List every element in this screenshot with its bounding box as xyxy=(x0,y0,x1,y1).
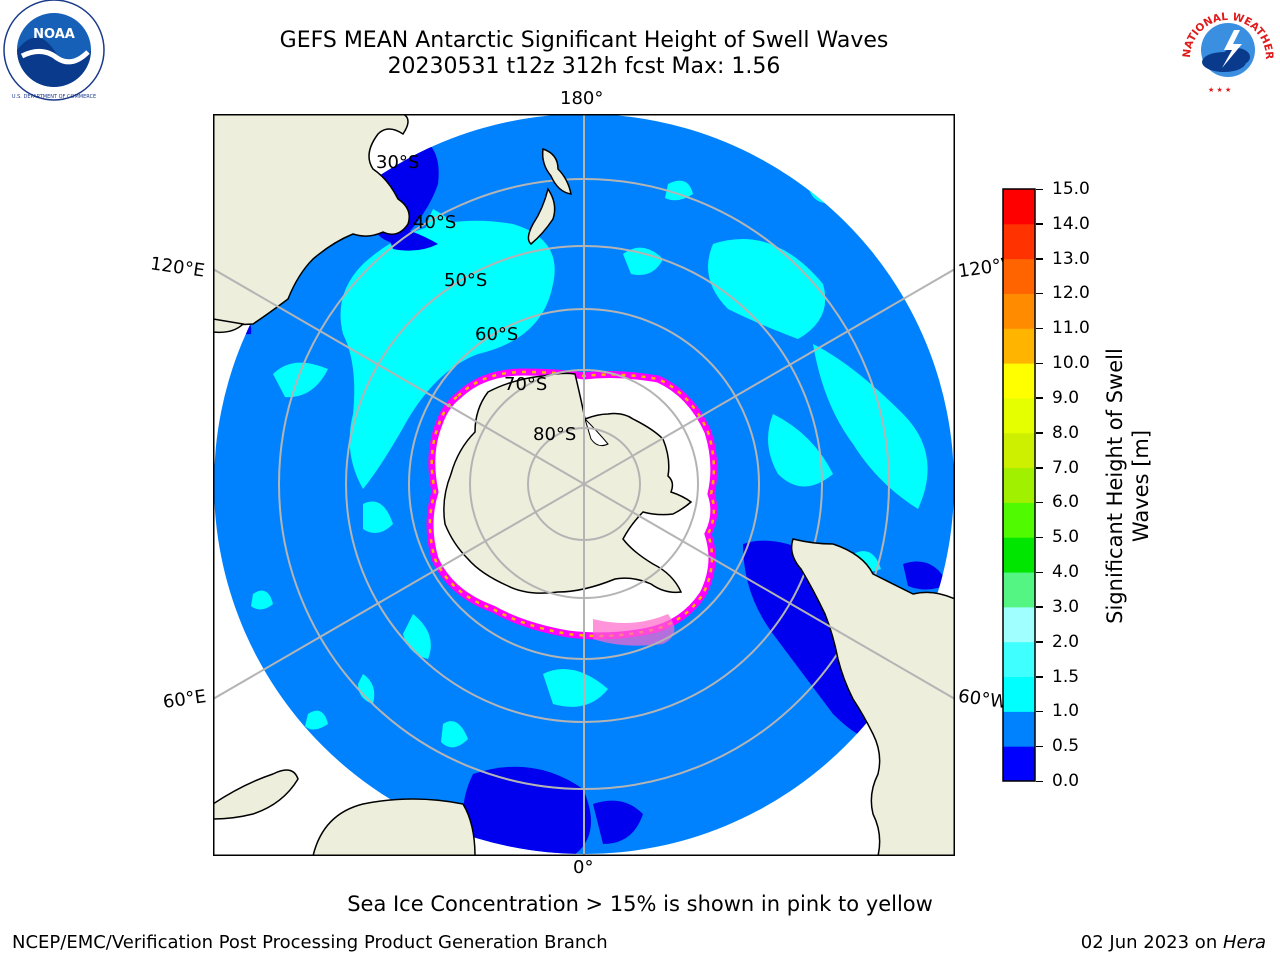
graticule-meridians xyxy=(214,115,954,855)
colorbar-tick-label: 9.0 xyxy=(1052,387,1080,408)
lat-label-40s: 40°S xyxy=(413,212,457,233)
colorbar-tick-label: 7.0 xyxy=(1052,457,1080,478)
south-america xyxy=(790,538,954,855)
colorbar-tick-label: 8.0 xyxy=(1052,422,1080,443)
lat-label-80s: 80°S xyxy=(533,424,577,445)
footer-right: 02 Jun 2023 on Hera xyxy=(1081,932,1266,954)
colorbar-tick-label: 5.0 xyxy=(1052,527,1080,548)
colorbar-tick-mark xyxy=(1036,188,1043,190)
noaa-logo-text: NOAA xyxy=(33,27,75,42)
colorbar-segment xyxy=(1003,328,1035,364)
colorbar-segment xyxy=(1003,397,1035,434)
lat-label-60s: 60°S xyxy=(475,324,519,345)
lon-label-bottom: 0° xyxy=(573,857,594,878)
colorbar-tick-mark xyxy=(1036,536,1043,539)
colorbar-tick-label: 12.0 xyxy=(1052,283,1090,304)
colorbar-tick-label: 10.0 xyxy=(1052,353,1090,374)
nws-logo: NATIONAL WEATHER SERVICE ★ ★ ★ xyxy=(1178,0,1276,98)
colorbar-segment xyxy=(1003,746,1035,782)
colorbar-tick-mark xyxy=(1036,641,1043,643)
continents xyxy=(214,115,954,855)
colorbar-tick-label: 2.0 xyxy=(1052,631,1080,652)
colorbar-tick-mark xyxy=(1036,327,1043,330)
lat-label-30s: 30°S xyxy=(376,152,420,173)
colorbar-tick-label: 0.0 xyxy=(1052,771,1080,791)
colorbar-segment xyxy=(1003,363,1035,399)
africa xyxy=(312,798,476,855)
colorbar-segment xyxy=(1003,606,1035,643)
colorbar-tick-mark xyxy=(1036,780,1043,782)
colorbar-tick-label: 15.0 xyxy=(1052,179,1090,199)
colorbar-tick-label: 3.0 xyxy=(1052,596,1080,617)
sea-ice-edge-yellow xyxy=(428,370,716,638)
colorbar-tick-mark xyxy=(1036,432,1043,434)
colorbar-tick-label: 14.0 xyxy=(1052,213,1090,234)
colorbar-tick-mark xyxy=(1036,710,1043,713)
antarctica-landmass xyxy=(443,372,693,594)
colorbar-tick-mark xyxy=(1036,467,1043,469)
colorbar-segment xyxy=(1003,432,1035,469)
colorbar-tick-mark xyxy=(1036,397,1043,399)
colorbar-tick-label: 6.0 xyxy=(1052,492,1080,513)
colorbar-segment xyxy=(1003,467,1035,503)
colorbar-tick-mark xyxy=(1036,676,1043,678)
colorbar xyxy=(1002,188,1036,782)
svg-text:★ ★ ★: ★ ★ ★ xyxy=(1208,86,1231,94)
colorbar-tick-mark xyxy=(1036,362,1043,365)
colorbar-tick-mark xyxy=(1036,223,1043,225)
footer-host: Hera xyxy=(1222,932,1266,953)
noaa-logo: NOAA U.S. DEPARTMENT OF COMMERCE xyxy=(3,0,105,101)
colorbar-segment xyxy=(1003,502,1035,538)
colorbar-segment xyxy=(1003,258,1035,294)
colorbar-tick-label: 4.0 xyxy=(1052,562,1080,583)
colorbar-label: Significant Height of Swell Waves [m] xyxy=(1102,336,1162,636)
australia xyxy=(214,115,410,327)
swell-high-patches xyxy=(251,174,928,748)
colorbar-tick-mark xyxy=(1036,258,1043,260)
new-zealand-south xyxy=(527,187,556,245)
colorbar-tick-label: 0.5 xyxy=(1052,736,1080,757)
lat-label-50s: 50°S xyxy=(444,270,488,291)
lon-label-upper-left: 120°E xyxy=(148,253,206,282)
map-panel xyxy=(213,114,955,856)
polar-map xyxy=(213,114,955,856)
colorbar-tick-mark xyxy=(1036,606,1043,608)
svg-text:U.S. DEPARTMENT OF COMMERCE: U.S. DEPARTMENT OF COMMERCE xyxy=(12,94,96,100)
map-frame xyxy=(213,114,955,856)
new-zealand-north xyxy=(541,148,572,195)
chart-title-line2: 20230531 t12z 312h fcst Max: 1.56 xyxy=(387,54,781,79)
chart-title-line1: GEFS MEAN Antarctic Significant Height o… xyxy=(279,28,889,53)
colorbar-tick-label: 13.0 xyxy=(1052,248,1090,269)
lon-label-lower-left: 60°E xyxy=(161,686,208,713)
colorbar-segment xyxy=(1003,711,1035,747)
sea-ice-edge-band xyxy=(593,614,675,646)
colorbar-tick-mark xyxy=(1036,501,1043,504)
colorbar-segment xyxy=(1003,293,1035,329)
footer-left: NCEP/EMC/Verification Post Processing Pr… xyxy=(12,932,608,953)
colorbar-tick-label: 1.0 xyxy=(1052,701,1080,722)
colorbar-label-line2: Waves [m] xyxy=(1129,429,1153,543)
colorbar-tick-mark xyxy=(1036,292,1043,295)
madagascar xyxy=(214,769,299,820)
colorbar-segment xyxy=(1003,189,1035,225)
colorbar-tick-label: 1.5 xyxy=(1052,666,1080,687)
colorbar-frame xyxy=(1002,188,1036,782)
colorbar-label-line1: Significant Height of Swell xyxy=(1103,348,1127,624)
colorbar-segment xyxy=(1003,676,1035,712)
colorbar-segment xyxy=(1003,223,1035,260)
sea-ice-note: Sea Ice Concentration > 15% is shown in … xyxy=(347,892,933,916)
lon-label-top: 180° xyxy=(560,88,604,109)
colorbar-segment xyxy=(1003,641,1035,678)
colorbar-segment xyxy=(1003,572,1035,608)
colorbar-tick-mark xyxy=(1036,571,1043,574)
footer-date: 02 Jun 2023 on xyxy=(1080,932,1223,953)
lat-label-70s: 70°S xyxy=(504,374,548,395)
colorbar-segment xyxy=(1003,537,1035,573)
colorbar-tick-mark xyxy=(1036,745,1043,748)
colorbar-tick-label: 11.0 xyxy=(1052,318,1090,339)
